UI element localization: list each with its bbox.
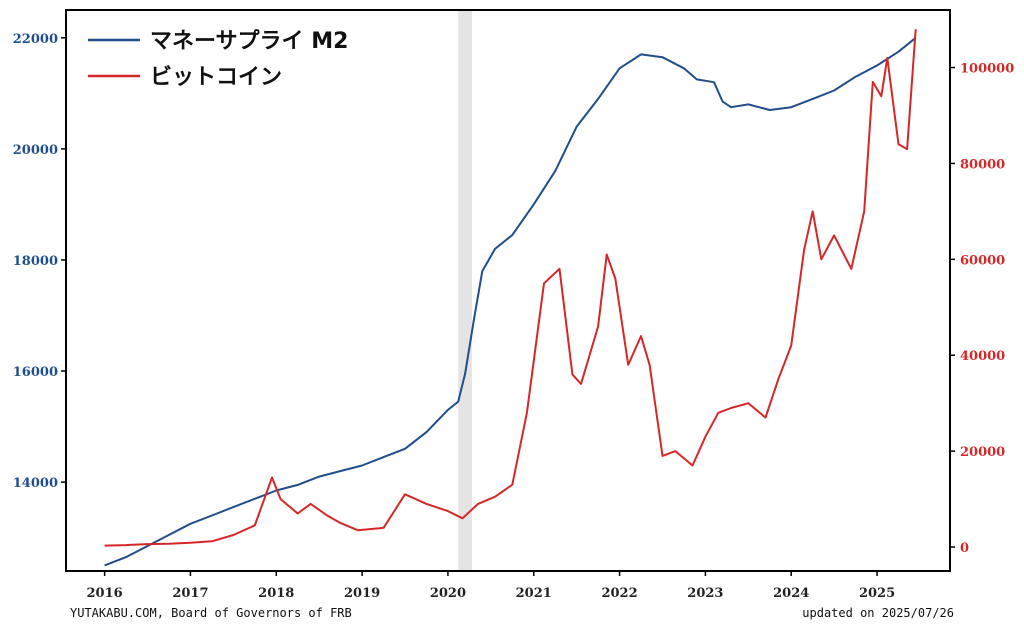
x-tick-label: 2025	[859, 586, 895, 601]
legend: マネーサプライ M2 ビットコイン	[88, 29, 348, 90]
right-tick-label: 100000	[960, 62, 1014, 77]
updated-note: updated on 2025/07/26	[802, 606, 954, 620]
left-tick-label: 22000	[13, 32, 58, 47]
left-tick-label: 20000	[13, 143, 58, 158]
x-tick-label: 2022	[601, 586, 637, 601]
x-axis: 2016 2017 2018 2019 2020 2021 2022 2023 2024 2025	[87, 571, 895, 601]
right-tick-label: 40000	[960, 349, 1005, 364]
left-tick-label: 16000	[13, 365, 58, 380]
x-tick-label: 2024	[773, 586, 809, 601]
shaded-period	[458, 11, 472, 570]
x-tick-label: 2017	[172, 586, 208, 601]
legend-label-m2: マネーサプライ M2	[150, 29, 348, 54]
left-tick-label: 14000	[13, 476, 58, 491]
right-tick-label: 0	[960, 541, 969, 556]
x-tick-label: 2023	[687, 586, 723, 601]
x-tick-label: 2019	[344, 586, 380, 601]
legend-label-bitcoin: ビットコイン	[150, 65, 282, 90]
x-tick-label: 2016	[87, 586, 123, 601]
x-tick-label: 2020	[430, 586, 466, 601]
source-note: YUTAKABU.COM, Board of Governors of FRB	[70, 606, 352, 620]
x-tick-label: 2018	[258, 586, 294, 601]
left-tick-label: 18000	[13, 254, 58, 269]
left-axis: 14000 16000 18000 20000 22000	[13, 32, 66, 491]
right-tick-label: 20000	[960, 445, 1005, 460]
plot-frame	[65, 9, 951, 572]
shaded-period-layer	[458, 11, 472, 570]
x-tick-label: 2021	[516, 586, 552, 601]
series-line-m2	[104, 37, 917, 567]
right-axis: 0 20000 40000 60000 80000 100000	[950, 62, 1014, 556]
right-tick-label: 60000	[960, 253, 1005, 268]
series-line-bitcoin	[104, 29, 917, 547]
right-tick-label: 80000	[960, 157, 1005, 172]
series-layer	[104, 29, 917, 567]
